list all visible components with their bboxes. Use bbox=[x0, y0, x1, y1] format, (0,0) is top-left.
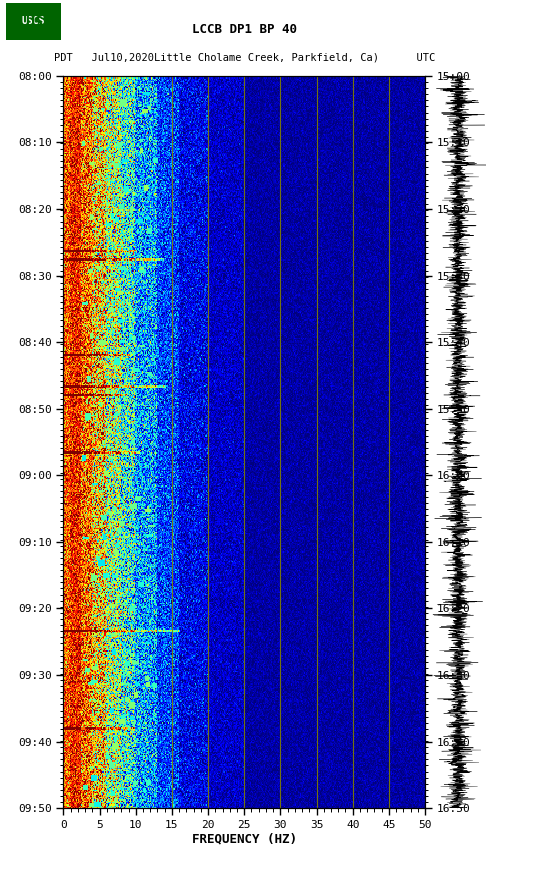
Text: ≡: ≡ bbox=[6, 16, 17, 30]
Text: USGS: USGS bbox=[22, 16, 45, 27]
Text: USGS: USGS bbox=[25, 16, 61, 30]
X-axis label: FREQUENCY (HZ): FREQUENCY (HZ) bbox=[192, 833, 297, 846]
Text: LCCB DP1 BP 40: LCCB DP1 BP 40 bbox=[192, 22, 297, 36]
Text: PDT   Jul10,2020Little Cholame Creek, Parkfield, Ca)      UTC: PDT Jul10,2020Little Cholame Creek, Park… bbox=[54, 53, 435, 63]
